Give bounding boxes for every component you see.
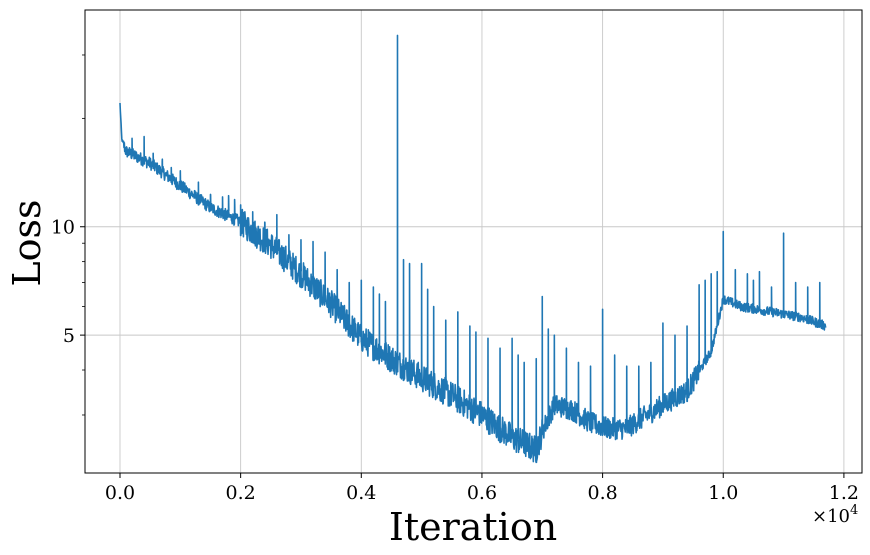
y-tick-label: 10 — [51, 217, 75, 239]
x-tick-labels: 0.0 0.2 0.4 0.6 0.8 1.0 1.2 — [105, 482, 859, 504]
x-tick-label: 1.2 — [829, 482, 859, 504]
x-tick-label: 1.0 — [708, 482, 738, 504]
x-tick-label: 0.2 — [226, 482, 256, 504]
x-tick-label: 0.0 — [105, 482, 135, 504]
y-axis-title: Loss — [5, 199, 49, 286]
loss-series — [119, 34, 827, 464]
y-tick-label: 5 — [63, 325, 75, 347]
plot-frame — [84, 9, 863, 474]
x-tick-label: 0.8 — [587, 482, 617, 504]
x-axis-multiplier-base: ×10 — [812, 506, 850, 527]
x-tick-label: 0.6 — [467, 482, 497, 504]
ticks — [80, 54, 845, 478]
x-axis-multiplier-exponent: 4 — [850, 503, 858, 518]
y-tick-labels: 5 10 — [51, 217, 75, 347]
x-axis-multiplier: ×104 — [812, 503, 858, 527]
loss-line — [119, 34, 827, 464]
x-axis-title: Iteration — [389, 505, 557, 549]
x-tick-label: 0.4 — [346, 482, 376, 504]
